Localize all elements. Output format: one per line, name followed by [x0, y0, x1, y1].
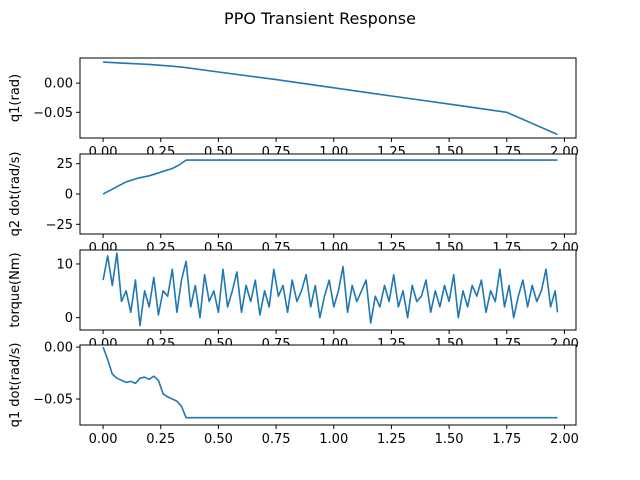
y-tick-label: 0: [65, 188, 73, 203]
y-axis-label: q2 dot(rad/s): [8, 152, 23, 237]
x-tick-label: 0.25: [146, 432, 175, 447]
subplot-2: 0.00 0.25 0.50 0.75 1.00 1.25 1.50 1.75 2.00250−…: [8, 152, 579, 256]
y-tick-label: 25: [56, 157, 73, 172]
y-tick-label: 10: [56, 257, 73, 272]
series-line: [102, 252, 559, 327]
plot-area: [79, 153, 577, 235]
subplot-4: 0.00 0.25 0.50 0.75 1.00 1.25 1.50 1.75 2.00 0.00…: [8, 341, 579, 447]
series-line: [103, 61, 558, 136]
y-axis-label: q1 dot(rad/s): [8, 343, 23, 428]
subplot-1: 0.00 0.25 0.50 0.75 1.00 1.25 1.50 1.75 2.000.00…: [8, 57, 579, 160]
subplot-3: 0.000.250.500.751.001.251.501.752.00100t…: [8, 249, 579, 352]
y-tick-label: 0.00: [44, 341, 73, 356]
x-tick-label: 2.00: [550, 432, 579, 447]
subplots: 0.00 0.25 0.50 0.75 1.00 1.25 1.50 1.75 2.00 0.00…: [8, 57, 579, 447]
plot-area: [79, 344, 577, 426]
x-tick-label: 0.75: [262, 432, 291, 447]
x-tick-label: 0.00: [89, 432, 118, 447]
y-axis-label: q1(rad): [8, 74, 23, 122]
x-tick-label: 1.50: [435, 432, 464, 447]
figure-title: PPO Transient Response: [224, 9, 416, 28]
y-tick-label: −25: [46, 218, 73, 233]
plot-area: [79, 57, 577, 139]
series-line: [102, 346, 558, 419]
x-tick-label: 0.50: [204, 432, 233, 447]
x-tick-label: 1.75: [492, 432, 521, 447]
plot-area: [79, 249, 577, 331]
y-tick-label: 0.00: [44, 77, 73, 92]
series-line: [102, 159, 558, 195]
y-axis-label: torque(Nm): [8, 252, 23, 327]
y-tick-label: −0.05: [33, 393, 73, 408]
x-tick-label: 1.00: [319, 432, 348, 447]
y-tick-label: −0.05: [33, 106, 73, 121]
x-tick-label: 1.25: [377, 432, 406, 447]
y-tick-label: 0: [65, 311, 73, 326]
